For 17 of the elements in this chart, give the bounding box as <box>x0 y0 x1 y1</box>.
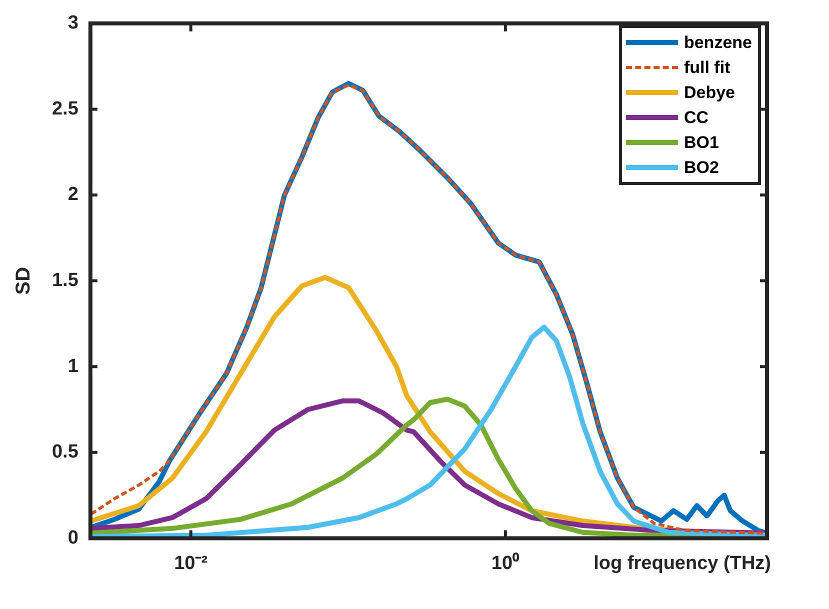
y-tick-label: 0 <box>68 527 78 548</box>
legend-label: BO1 <box>684 132 719 152</box>
y-tick-label: 0.5 <box>52 442 79 463</box>
x-tick-label: 10⁰ <box>491 552 520 574</box>
y-tick-label: 1.5 <box>52 270 79 292</box>
legend-label: Debye <box>684 82 735 102</box>
legend-label: full fit <box>684 58 730 78</box>
x-tick-label: 10⁻² <box>174 552 208 574</box>
x-axis-title: log frequency (THz) <box>594 552 771 574</box>
y-tick-label: 3 <box>68 12 78 34</box>
y-tick-label: 2 <box>68 184 78 206</box>
legend-label: benzene <box>684 32 752 52</box>
y-tick-label: 2.5 <box>52 98 79 120</box>
legend-label: CC <box>684 108 709 128</box>
y-axis-title: SD <box>12 266 35 295</box>
legend-label: BO2 <box>684 158 719 178</box>
y-tick-label: 1 <box>68 356 79 377</box>
